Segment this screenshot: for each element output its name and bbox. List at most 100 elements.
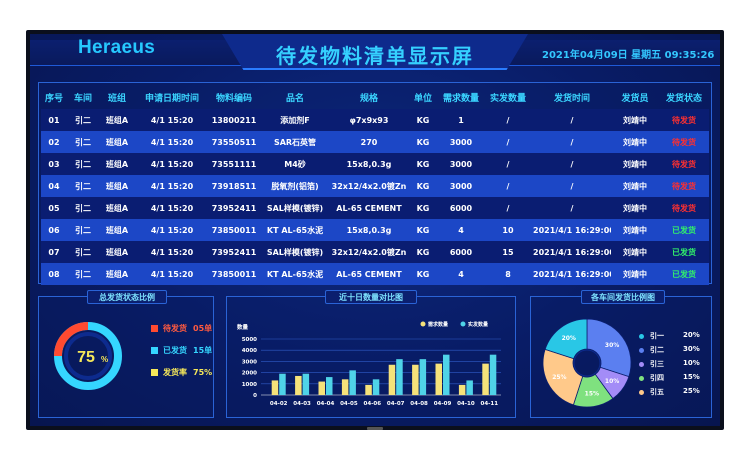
table-row[interactable]: 01 引二 班组A 4/1 15:20 13800211 添加剂F φ7x9x93 KG 1 / /… <box>41 109 709 131</box>
bar-demand <box>388 364 396 395</box>
x-tick-label: 04-10 <box>457 401 475 407</box>
donut-inner-ring <box>64 332 112 380</box>
table-cell: / <box>570 115 574 125</box>
x-tick-label: 04-02 <box>270 401 288 407</box>
x-tick-label: 04-09 <box>434 401 452 407</box>
table-cell: SAL样模(镀锌) <box>266 203 324 213</box>
panel-title: 总发货状态比例 <box>87 290 167 304</box>
tv-logo <box>367 427 383 430</box>
table-cell: 引二 <box>75 203 91 213</box>
column-header: 实发数量 <box>489 93 526 104</box>
table-cell: 班组A <box>105 247 129 257</box>
legend-value: 25% <box>683 387 700 395</box>
y-tick-label: 3000 <box>242 359 257 365</box>
table-row[interactable]: 07 引二 班组A 4/1 15:20 73952411 SAL样模(镀锌) 32x12/4… <box>41 241 709 263</box>
legend-label: 实发数量 <box>468 321 488 328</box>
panel-title: 近十日数量对比图 <box>325 290 417 304</box>
pie-chart: 30% 10% 15% 25% 20% <box>542 318 632 408</box>
table-cell: 3000 <box>449 137 473 147</box>
table-cell: 刘靖中 <box>623 115 647 125</box>
x-tick-label: 04-05 <box>340 401 358 407</box>
table-cell: 32x12/4x2.0镀Zn <box>331 181 407 191</box>
x-tick-label: 04-06 <box>364 401 382 407</box>
table-cell: 刘靖中 <box>623 269 647 279</box>
legend-dot <box>639 375 644 381</box>
page-title: 待发物料清单显示屏 <box>276 44 474 68</box>
legend-label: 引三 <box>650 360 664 368</box>
table-cell: 01 <box>48 115 60 125</box>
legend-value: 20% <box>683 331 700 339</box>
table-row[interactable]: 03 引二 班组A 4/1 15:20 73551111 M4砂 15x8,0.3g KG 30… <box>41 153 709 175</box>
y-tick-label: 5000 <box>242 337 257 343</box>
table-cell: 刘靖中 <box>623 159 647 169</box>
table-cell: / <box>570 203 574 213</box>
table-cell: 15x8,0.3g <box>346 225 392 235</box>
bar-demand <box>458 384 466 395</box>
table-cell: 4/1 15:20 <box>150 115 194 125</box>
bar-demand <box>412 364 419 395</box>
bar-shipped <box>419 359 427 395</box>
table-cell: 73918511 <box>211 181 257 191</box>
status-donut-chart: 75 % <box>54 322 122 390</box>
pie-value-label: 25% <box>552 374 566 381</box>
bar-demand <box>482 363 489 395</box>
title-plate: 待发物料清单显示屏 <box>222 34 528 70</box>
table-cell: 06 <box>48 225 60 235</box>
table-row[interactable]: 05 引二 班组A 4/1 15:20 73952411 SAL样模(镀锌) AL-65 C… <box>41 197 709 219</box>
bar-shipped <box>466 380 473 395</box>
column-header: 发货时间 <box>553 93 590 104</box>
table-row[interactable]: 08 引二 班组A 4/1 15:20 73850011 KT AL-65水泥 AL-65 … <box>41 263 709 285</box>
bar-shipped <box>396 359 403 395</box>
table-cell: 07 <box>48 247 60 257</box>
legend-label: 引五 <box>650 388 664 396</box>
table-row[interactable]: 06 引二 班组A 4/1 15:20 73850011 KT AL-65水泥 15x8,0… <box>41 219 709 241</box>
table-cell: 1 <box>458 115 464 125</box>
table-cell: 班组A <box>105 137 129 147</box>
bar-shipped <box>489 354 497 395</box>
table-cell: / <box>506 181 510 191</box>
column-header: 车间 <box>73 93 92 104</box>
legend-swatch <box>151 369 158 376</box>
bar-chart: 数量 5000 4000 3000 2000 1000 0 需求数量 实发数量 04-02 04-0… <box>237 321 501 407</box>
table-row[interactable]: 02 引二 班组A 4/1 15:20 73550511 SAR石英管 270 KG 3000 /… <box>41 131 709 153</box>
table-cell: 6000 <box>449 247 473 257</box>
column-header: 序号 <box>44 93 63 104</box>
bar-shipped <box>349 370 356 395</box>
table-cell: 03 <box>48 159 60 169</box>
table-cell: 4 <box>458 269 464 279</box>
bar-shipped <box>372 379 380 395</box>
bar-shipped <box>326 377 333 395</box>
table-cell: KG <box>416 159 430 169</box>
table-cell: SAR石英管 <box>273 137 317 147</box>
table-header: 序号 车间 班组 申请日期时间 物料编码 品名 规格 单位 需求数量 实发数量 发货时间 发货员 发货状… <box>41 86 709 108</box>
donut-value: 75 <box>77 349 95 366</box>
column-header: 发货员 <box>621 93 649 104</box>
table-cell: / <box>506 159 510 169</box>
table-cell: M4砂 <box>284 159 306 169</box>
legend-dot <box>420 321 426 327</box>
table-cell: 04 <box>48 181 60 191</box>
table-cell: 6000 <box>449 203 473 213</box>
pie-legend-item: 引一 20% <box>639 331 700 341</box>
pie-hole <box>573 349 601 377</box>
pie-slice <box>544 318 588 360</box>
legend-label: 引二 <box>650 346 664 354</box>
table-cell: 73550511 <box>211 137 257 147</box>
workshop-ratio-panel: 各车间发货比例图 30% 10% 15% 25% 20% 引一 20% 引二 30% 引三 10%… <box>530 290 712 418</box>
bar-demand <box>435 363 442 395</box>
table-cell: 3000 <box>449 159 473 169</box>
table-cell: 引二 <box>75 115 91 125</box>
x-tick-label: 04-04 <box>317 401 335 407</box>
table-cell: 73952411 <box>211 247 257 257</box>
table-cell: KT AL-65水泥 <box>266 225 324 235</box>
table-cell: 刘靖中 <box>623 203 647 213</box>
panel-title: 各车间发货比例图 <box>581 290 665 304</box>
table-cell: KG <box>416 269 430 279</box>
table-cell: KG <box>416 203 430 213</box>
pie-legend-item: 引五 25% <box>639 387 700 397</box>
table-cell: / <box>570 137 574 147</box>
donut-unit: % <box>101 355 108 364</box>
table-row[interactable]: 04 引二 班组A 4/1 15:20 73918511 脱氧剂(铝箔) 32x12/4x2… <box>41 175 709 197</box>
table-cell: 引二 <box>75 137 91 147</box>
table-cell: 班组A <box>105 115 129 125</box>
